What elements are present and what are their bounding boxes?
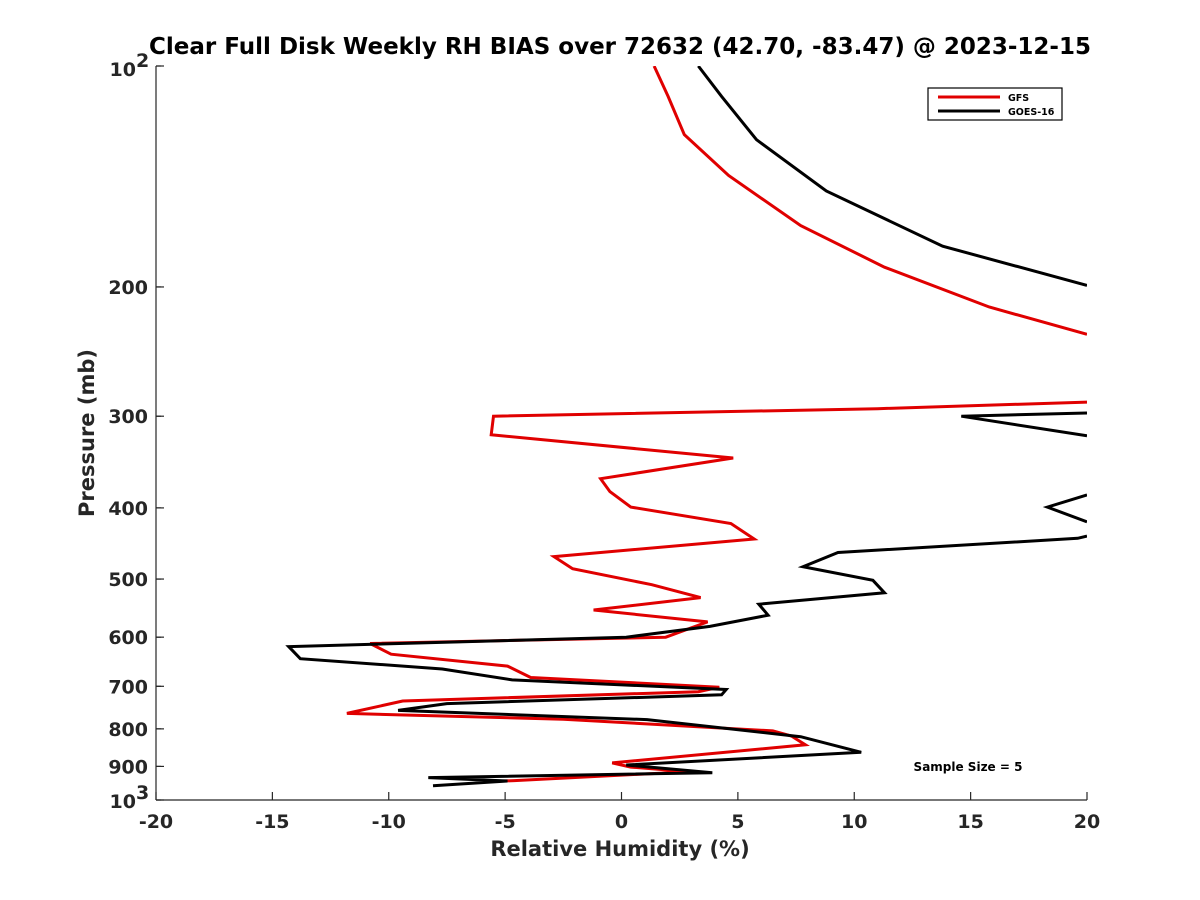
x-tick-label: 10 <box>841 811 867 833</box>
y-tick-label: 10 <box>110 59 136 81</box>
y-tick-label: 10 <box>110 791 136 813</box>
y-tick-exponent: 2 <box>136 50 149 72</box>
x-tick-label: 15 <box>957 811 983 833</box>
legend-label: GOES-16 <box>1008 107 1055 118</box>
x-tick-label: 20 <box>1074 811 1100 833</box>
x-tick-label: -5 <box>495 811 516 833</box>
y-tick-label: 400 <box>108 498 148 520</box>
y-tick-label: 700 <box>108 676 148 698</box>
x-tick-label: -10 <box>372 811 406 833</box>
x-tick-label: -15 <box>255 811 289 833</box>
legend-label: GFS <box>1008 93 1029 104</box>
y-axis-label: Pressure (mb) <box>75 349 99 517</box>
y-tick-label: 900 <box>108 756 148 778</box>
legend: GFS GOES-16 <box>927 87 1063 121</box>
y-tick-label: 500 <box>108 569 148 591</box>
series-line-gfs <box>346 66 1087 784</box>
y-tick-label: 600 <box>108 627 148 649</box>
sample-size-annotation: Sample Size = 5 <box>914 760 1023 774</box>
series-line-goes-16 <box>285 66 1087 788</box>
y-tick-exponent: 3 <box>136 782 149 804</box>
y-tick-label: 300 <box>108 406 148 428</box>
x-tick-label: -20 <box>139 811 173 833</box>
legend-box <box>927 87 1063 121</box>
chart-title: Clear Full Disk Weekly RH BIAS over 7263… <box>149 34 1091 60</box>
y-tick-label: 200 <box>108 277 148 299</box>
x-tick-label: 5 <box>731 811 744 833</box>
x-tick-label: 0 <box>615 811 628 833</box>
axes: -20 -15 -10 -5 0 5 10 15 20 200 300 400 500 600 700 800… <box>108 50 1100 833</box>
plot-lines <box>285 66 1087 788</box>
x-axis-label: Relative Humidity (%) <box>490 837 749 861</box>
y-tick-label: 800 <box>108 719 148 741</box>
